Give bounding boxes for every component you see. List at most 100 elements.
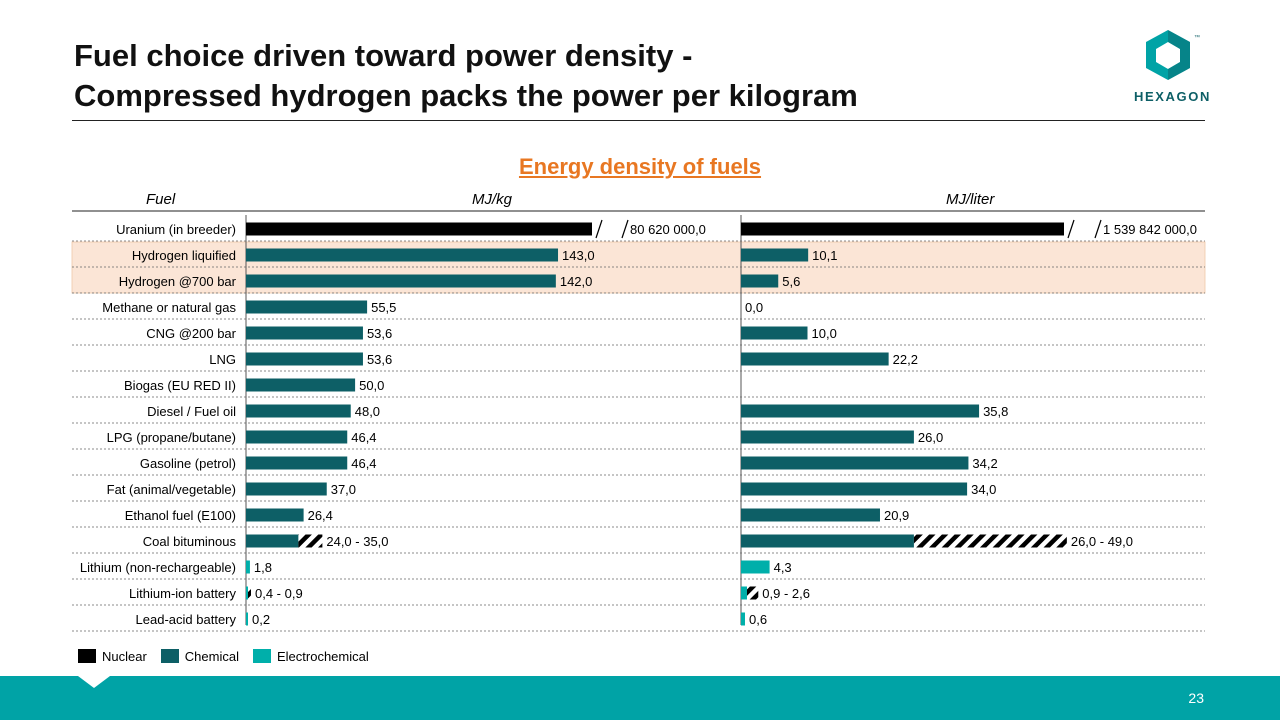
volume-value-label-ethanol-fuel-e100: 20,9: [884, 508, 909, 523]
column-header-mass: MJ/kg: [472, 191, 513, 208]
mass-bar-lpg-propane-butane: [246, 430, 348, 444]
fuel-label-ethanol-fuel-e100: Ethanol fuel (E100): [125, 508, 236, 523]
volume-bar-ethanol-fuel-e100: [741, 508, 880, 522]
mass-range-coal-bituminous: [298, 534, 323, 548]
mass-value-label-uranium-in-breeder: 80 620 000,0: [630, 222, 706, 237]
volume-value-label-lng: 22,2: [893, 352, 918, 367]
legend-item-chemical: Chemical: [160, 648, 239, 664]
mass-value-label-hydrogen-700-bar: 142,0: [560, 274, 593, 289]
fuel-label-lng: LNG: [209, 352, 236, 367]
page-number: 23: [1188, 690, 1204, 706]
footer-notch: [78, 676, 110, 688]
volume-value-label-lithium-non-rechargeable: 4,3: [774, 560, 792, 575]
mass-bar-lithium-ion-battery: [246, 586, 248, 600]
mass-bar-gasoline-petrol: [246, 456, 348, 470]
mass-bar-cng-200-bar: [246, 326, 363, 340]
volume-bar-lead-acid-battery: [741, 612, 745, 626]
mass-value-label-biogas-eu-red-ii: 50,0: [359, 378, 384, 393]
mass-value-label-diesel-fuel-oil: 48,0: [355, 404, 380, 419]
fuel-label-lithium-ion-battery: Lithium-ion battery: [129, 586, 236, 601]
mass-range-lithium-ion-battery: [248, 586, 251, 600]
mass-value-label-fat-animal-vegetable: 37,0: [331, 482, 356, 497]
volume-value-label-hydrogen-700-bar: 5,6: [782, 274, 800, 289]
volume-bar-lpg-propane-butane: [741, 430, 914, 444]
volume-bar-fat-animal-vegetable: [741, 482, 968, 496]
fuel-label-methane-or-natural-gas: Methane or natural gas: [102, 300, 236, 315]
legend-swatch-nuclear: [78, 649, 96, 663]
volume-value-label-coal-bituminous: 26,0 - 49,0: [1071, 534, 1133, 549]
mass-value-label-cng-200-bar: 53,6: [367, 326, 392, 341]
volume-bar-gasoline-petrol: [741, 456, 969, 470]
volume-value-label-hydrogen-liquified: 10,1: [812, 248, 837, 263]
volume-break-mark-a-uranium-in-breeder: [1067, 219, 1075, 239]
volume-value-label-uranium-in-breeder: 1 539 842 000,0: [1103, 222, 1197, 237]
mass-bar-hydrogen-liquified: [246, 248, 559, 262]
mass-bar-diesel-fuel-oil: [246, 404, 351, 418]
legend-label-nuclear: Nuclear: [102, 648, 147, 664]
mass-bar-lead-acid-battery: [246, 612, 248, 626]
mass-break-mark-a-uranium-in-breeder: [595, 219, 603, 239]
volume-bar-lithium-non-rechargeable: [741, 560, 770, 574]
mass-value-label-gasoline-petrol: 46,4: [351, 456, 376, 471]
legend-label-chemical: Chemical: [184, 648, 239, 664]
mass-value-label-methane-or-natural-gas: 55,5: [371, 300, 396, 315]
chart-title: Energy density of fuels: [518, 154, 762, 179]
volume-value-label-lead-acid-battery: 0,6: [749, 612, 767, 627]
fuel-label-hydrogen-liquified: Hydrogen liquified: [132, 248, 236, 263]
fuel-label-fat-animal-vegetable: Fat (animal/vegetable): [107, 482, 236, 497]
volume-bar-diesel-fuel-oil: [741, 404, 980, 418]
volume-bar-hydrogen-700-bar: [741, 274, 779, 288]
legend-swatch-electrochemical: [252, 649, 271, 663]
logo-trademark: ™: [1194, 35, 1200, 41]
volume-value-label-methane-or-natural-gas: 0,0: [745, 300, 763, 315]
volume-bar-lng: [741, 352, 889, 366]
volume-range-coal-bituminous: [913, 534, 1067, 548]
fuel-label-lithium-non-rechargeable: Lithium (non-rechargeable): [80, 560, 236, 575]
mass-bar-hydrogen-700-bar: [246, 274, 556, 288]
volume-bar-cng-200-bar: [741, 326, 808, 340]
mass-break-mark-b-uranium-in-breeder: [621, 219, 629, 239]
volume-break-mark-b-uranium-in-breeder: [1094, 219, 1102, 239]
legend-label-electrochemical: Electrochemical: [276, 648, 369, 664]
volume-value-label-fat-animal-vegetable: 34,0: [971, 482, 996, 497]
fuel-label-hydrogen-700-bar: Hydrogen @700 bar: [119, 274, 237, 289]
chart-legend: Nuclear Chemical Electrochemical: [78, 648, 383, 664]
mass-bar-uranium-in-breeder: [246, 222, 592, 236]
volume-value-label-diesel-fuel-oil: 35,8: [983, 404, 1008, 419]
mass-bar-biogas-eu-red-ii: [246, 378, 356, 392]
title-divider: [72, 120, 1205, 121]
footer-bar: [0, 676, 1280, 720]
volume-value-label-gasoline-petrol: 34,2: [972, 456, 997, 471]
mass-value-label-lead-acid-battery: 0,2: [252, 612, 270, 627]
page-title-line2: Compressed hydrogen packs the power per …: [74, 78, 858, 113]
volume-bar-lithium-ion-battery: [741, 586, 747, 600]
page-title-line1: Fuel choice driven toward power density …: [74, 38, 693, 73]
fuel-label-gasoline-petrol: Gasoline (petrol): [140, 456, 236, 471]
logo-wordmark: HEXAGON: [1134, 89, 1211, 104]
volume-value-label-lpg-propane-butane: 26,0: [918, 430, 943, 445]
column-header-volume: MJ/liter: [946, 191, 995, 208]
column-header-fuel: Fuel: [146, 191, 176, 208]
hydrogen-highlight-band: [71, 241, 1206, 294]
mass-bar-fat-animal-vegetable: [246, 482, 327, 496]
fuel-label-coal-bituminous: Coal bituminous: [143, 534, 237, 549]
mass-value-label-lng: 53,6: [367, 352, 392, 367]
mass-value-label-lithium-non-rechargeable: 1,8: [254, 560, 272, 575]
volume-bar-uranium-in-breeder: [741, 222, 1064, 236]
volume-value-label-lithium-ion-battery: 0,9 - 2,6: [762, 586, 810, 601]
legend-item-nuclear: Nuclear: [78, 649, 147, 664]
mass-bar-lng: [246, 352, 363, 366]
fuel-label-diesel-fuel-oil: Diesel / Fuel oil: [147, 404, 236, 419]
fuel-label-lpg-propane-butane: LPG (propane/butane): [107, 430, 236, 445]
legend-swatch-chemical: [160, 649, 179, 663]
legend-item-electrochemical: Electrochemical: [252, 648, 369, 664]
mass-value-label-lpg-propane-butane: 46,4: [351, 430, 376, 445]
mass-value-label-hydrogen-liquified: 143,0: [562, 248, 595, 263]
mass-bar-ethanol-fuel-e100: [246, 508, 304, 522]
mass-bar-lithium-non-rechargeable: [246, 560, 250, 574]
volume-bar-hydrogen-liquified: [741, 248, 809, 262]
hexagon-logo-icon: [1146, 30, 1190, 80]
mass-bar-methane-or-natural-gas: [246, 300, 368, 314]
fuel-label-lead-acid-battery: Lead-acid battery: [136, 612, 237, 627]
